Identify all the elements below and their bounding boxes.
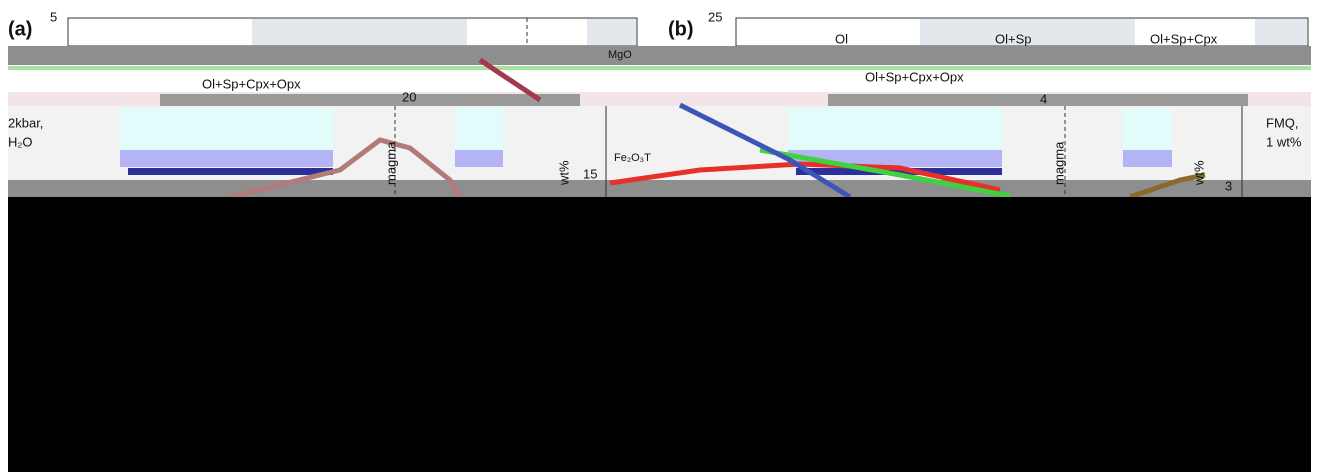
curve-label: magma bbox=[383, 141, 398, 185]
box bbox=[1123, 108, 1172, 150]
band bbox=[8, 66, 1311, 70]
curve bbox=[229, 137, 463, 200]
shade-a2 bbox=[587, 19, 636, 45]
box bbox=[128, 168, 333, 175]
band bbox=[8, 46, 1311, 65]
box bbox=[1123, 150, 1172, 167]
condition: H₂O bbox=[8, 134, 33, 149]
box bbox=[455, 108, 503, 150]
tick-label: 3 bbox=[1225, 178, 1232, 193]
field-label: Ol+Sp+Cpx+Opx bbox=[202, 76, 301, 91]
field-label: Ol bbox=[835, 31, 848, 46]
tick-label: 25 bbox=[708, 9, 722, 24]
blank-area bbox=[8, 197, 1311, 472]
box bbox=[796, 168, 1002, 175]
condition: FMQ, bbox=[1266, 115, 1299, 130]
box bbox=[455, 150, 503, 167]
field-label: Ol+Sp bbox=[995, 31, 1032, 46]
tick-label: 15 bbox=[583, 166, 597, 181]
oxide-label: Fe₂O₃T bbox=[614, 152, 651, 164]
field-label: Ol+Sp+Cpx+Opx bbox=[865, 69, 964, 84]
panel-label: (b) bbox=[668, 18, 694, 40]
condition: 1 wt% bbox=[1266, 134, 1302, 149]
panel-label: (a) bbox=[8, 18, 32, 40]
shade-b bbox=[920, 19, 1135, 45]
tick-label: 5 bbox=[50, 9, 57, 24]
axis-unit: wt% bbox=[1191, 160, 1206, 186]
tick-label: 4 bbox=[1040, 91, 1047, 106]
axis-unit: wt% bbox=[556, 160, 571, 186]
curve bbox=[478, 57, 542, 103]
box bbox=[120, 150, 333, 167]
curve bbox=[1129, 172, 1206, 200]
oxide-label: MgO bbox=[608, 49, 632, 61]
band bbox=[828, 94, 1248, 106]
curve-label: magma bbox=[1051, 141, 1066, 185]
box bbox=[788, 108, 1002, 150]
curve bbox=[759, 147, 1011, 199]
shade-b2 bbox=[1255, 19, 1307, 45]
field-label: Ol+Sp+Cpx bbox=[1150, 31, 1218, 46]
condition: 2kbar, bbox=[8, 115, 43, 130]
tick-label: 20 bbox=[402, 89, 416, 104]
curve bbox=[678, 102, 852, 200]
box bbox=[120, 108, 333, 150]
band bbox=[160, 94, 580, 106]
shade-a bbox=[252, 19, 467, 45]
band bbox=[8, 180, 1311, 197]
